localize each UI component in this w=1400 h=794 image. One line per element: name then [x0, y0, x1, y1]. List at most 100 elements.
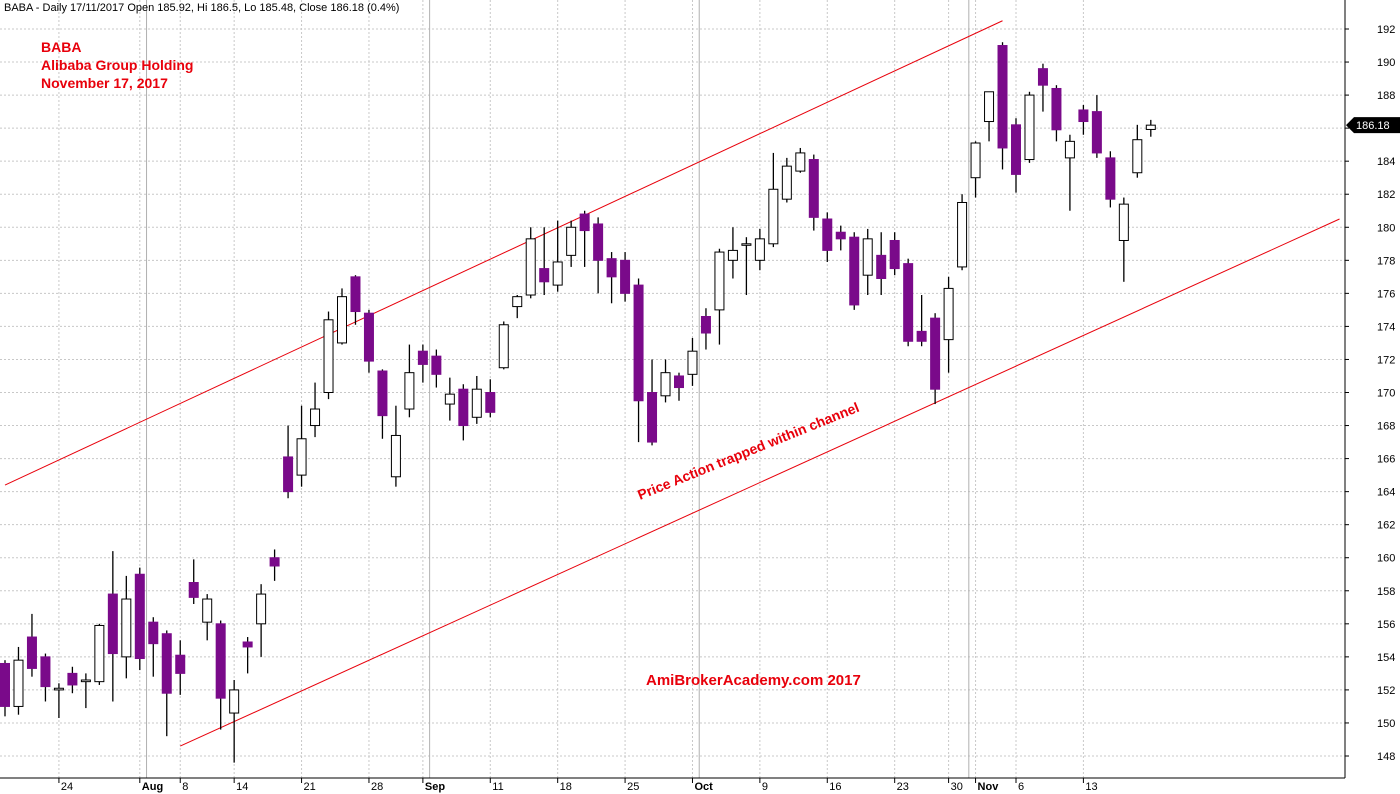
candle	[417, 344, 428, 383]
candle-body-bearish	[283, 456, 294, 493]
candle-body-bearish	[674, 375, 684, 389]
y-tick-label: 180	[1377, 222, 1395, 234]
candle	[930, 313, 941, 405]
candle-body-bullish	[984, 91, 995, 123]
candle	[121, 575, 132, 679]
y-axis: 148 150 152 154 156 158 160 162 164 166 168 170 172 1…	[1344, 0, 1395, 778]
candle-body-bullish	[566, 226, 577, 256]
x-tick-label: Aug	[142, 781, 163, 793]
candle	[620, 252, 631, 302]
x-tick-label: Nov	[978, 781, 1000, 793]
candle	[350, 275, 361, 325]
candle	[862, 228, 873, 296]
grid-lines	[0, 0, 1345, 778]
candle	[741, 237, 752, 296]
y-tick-label: 192	[1377, 24, 1395, 36]
candle-body-bearish	[485, 392, 496, 413]
candle-body-bullish	[444, 393, 455, 405]
candle-body-bullish	[862, 238, 873, 276]
candle	[970, 141, 981, 198]
candle-body-bullish	[80, 679, 91, 683]
x-tick-label: 30	[951, 781, 963, 793]
candle-body-bearish	[620, 259, 631, 294]
candle	[1011, 118, 1021, 193]
candle-body-bullish	[741, 243, 752, 246]
candle	[727, 227, 738, 279]
candle	[94, 623, 105, 685]
candle-body-bullish	[390, 434, 401, 478]
last-price-tag-bg	[1346, 117, 1400, 134]
candle-body-bullish	[121, 598, 132, 658]
candle-body-bullish	[323, 319, 334, 393]
candle	[984, 91, 995, 142]
candle-body-bullish	[1064, 140, 1075, 159]
candle	[134, 567, 145, 671]
candle	[700, 308, 711, 350]
candle	[363, 309, 374, 373]
y-tick-label: 160	[1377, 553, 1395, 565]
annotation-company: Alibaba Group Holding	[41, 57, 193, 73]
candle-body-bearish	[1078, 109, 1089, 123]
candle	[903, 258, 914, 347]
x-tick-label: 14	[236, 781, 248, 793]
candle	[458, 384, 469, 441]
candle	[512, 295, 523, 319]
y-tick-label: 172	[1377, 354, 1395, 366]
x-tick-label: 13	[1085, 781, 1097, 793]
candle	[377, 369, 388, 439]
candle-body-bearish	[269, 557, 280, 567]
candle	[957, 194, 968, 271]
candle	[431, 349, 442, 388]
candle	[161, 630, 172, 737]
candle	[107, 551, 118, 702]
candle-body-bearish	[1037, 68, 1048, 86]
x-axis: 24 Aug 8 14 21 28 Sep 11 18 25 Oct 9 16 23 30 Nov 6 13	[0, 777, 1345, 793]
y-tick-label: 184	[1377, 156, 1395, 168]
x-tick-label: 21	[304, 781, 316, 793]
candle	[889, 232, 900, 276]
candle-body-bearish	[606, 258, 617, 278]
candle-body-bearish	[700, 315, 711, 334]
candle-body-bullish	[202, 598, 213, 623]
candle-body-bearish	[808, 159, 819, 218]
candle	[242, 637, 253, 674]
y-tick-label: 176	[1377, 288, 1395, 300]
y-tick-label: 148	[1377, 751, 1395, 763]
candle	[674, 372, 684, 401]
chart-header: BABA - Daily 17/11/2017 Open 185.92, Hi …	[4, 2, 399, 14]
candle-body-bullish	[525, 238, 536, 296]
y-tick-label: 164	[1377, 487, 1395, 499]
candle-body-bearish	[0, 662, 10, 707]
candle-body-bullish	[1132, 139, 1143, 174]
y-tick-label: 162	[1377, 520, 1395, 532]
candle-body-bearish	[107, 593, 118, 655]
candle	[26, 613, 37, 677]
candle-body-bearish	[849, 236, 860, 306]
candle	[444, 377, 455, 421]
candle	[808, 154, 819, 231]
candle-body-bullish	[687, 350, 698, 375]
candle-body-bearish	[377, 370, 388, 417]
candle	[188, 559, 199, 604]
candle	[660, 359, 671, 403]
candle	[215, 620, 226, 730]
candle	[552, 220, 563, 292]
candle-body-bearish	[175, 654, 186, 674]
channel-lower-line	[180, 218, 1340, 747]
candle-body-bearish	[242, 641, 253, 648]
x-tick-label: 16	[829, 781, 841, 793]
y-tick-label: 188	[1377, 90, 1395, 102]
candle-body-bearish	[916, 330, 927, 342]
candle-body-bearish	[633, 284, 644, 402]
candle-body-bearish	[188, 582, 199, 598]
candle	[175, 640, 186, 695]
x-tick-label: 28	[371, 781, 383, 793]
candle-body-bearish	[1105, 157, 1116, 200]
candle	[822, 212, 833, 262]
candle-body-bullish	[1145, 124, 1156, 130]
x-tick-label: 18	[560, 781, 572, 793]
annotation-date: November 17, 2017	[41, 75, 168, 91]
x-tick-label: 23	[897, 781, 909, 793]
candle	[916, 295, 927, 347]
